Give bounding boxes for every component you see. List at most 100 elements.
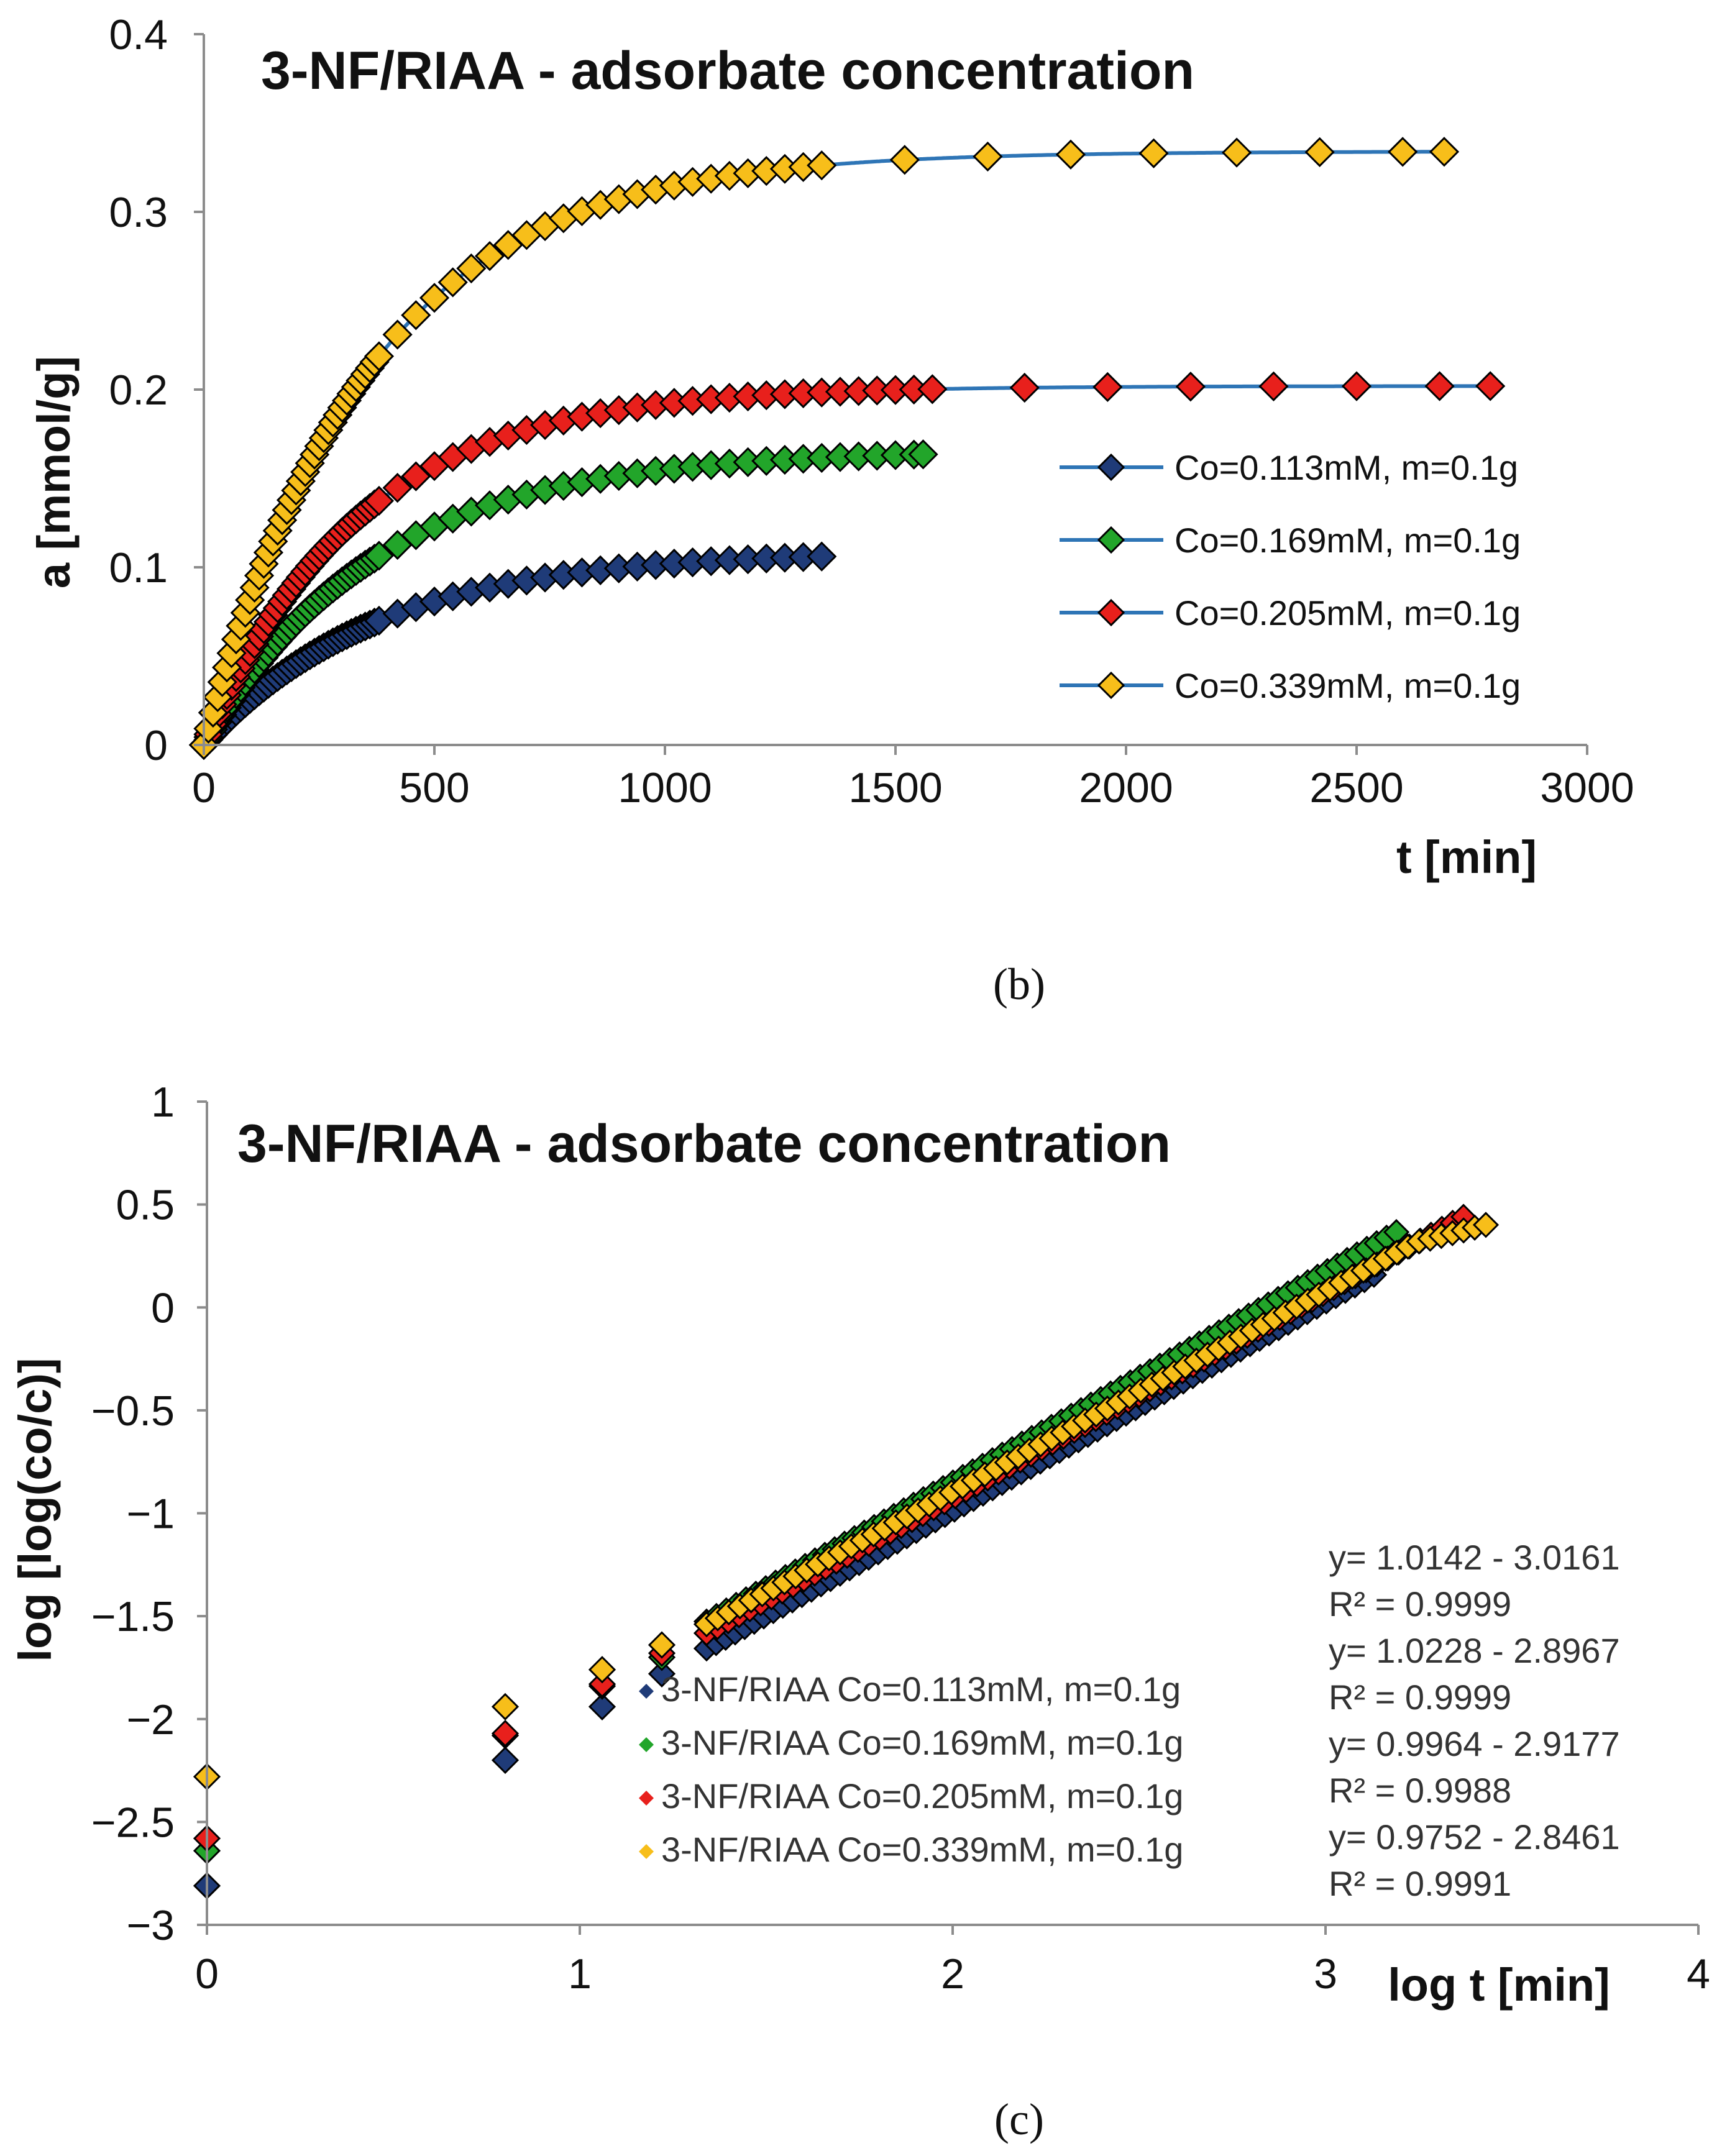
chart-c-legend-marker (639, 1791, 654, 1806)
chart-b-data-point (401, 300, 431, 331)
chart-b-legend-label: Co=0.113mM, m=0.1g (1175, 448, 1518, 487)
chart-c-annotation: y= 1.0228 - 2.8967 (1329, 1631, 1620, 1670)
chart-c-annotation: R² = 0.9999 (1329, 1584, 1511, 1624)
chart-c-y-tick-label: 1 (151, 1079, 175, 1126)
chart-b-data-point (456, 253, 487, 284)
chart-b-x-tick-label: 0 (192, 764, 216, 811)
chart-c-legend-label: 3-NF/RIAA Co=0.339mM, m=0.1g (661, 1830, 1183, 1869)
chart-c-legend: 3-NF/RIAA Co=0.113mM, m=0.1g 3-NF/RIAA Co… (639, 1670, 1183, 1869)
chart-c-x-tick-label: 3 (1314, 1950, 1337, 1998)
chart-b-data-point (1424, 371, 1455, 401)
chart-c-legend-label: 3-NF/RIAA Co=0.169mM, m=0.1g (661, 1723, 1183, 1762)
chart-c-data-point (491, 1746, 520, 1775)
chart-c-x-tick-label: 4 (1687, 1950, 1710, 1998)
chart-c-annotation: R² = 0.9991 (1329, 1864, 1511, 1903)
chart-c-annotation: y= 1.0142 - 3.0161 (1329, 1538, 1620, 1577)
chart-c-data-point (1472, 1212, 1500, 1238)
chart-b-y-tick-label: 0.1 (109, 544, 168, 592)
chart-b-markers (188, 137, 1506, 761)
chart-c-y-tick-label: −2.5 (91, 1799, 175, 1846)
chart-b-legend-marker (1097, 671, 1125, 700)
chart-c-x-tick-label: 1 (568, 1950, 592, 1998)
chart-c-annotation: R² = 0.9988 (1329, 1771, 1511, 1810)
chart-b-legend-label: Co=0.205mM, m=0.1g (1175, 593, 1521, 633)
chart-c-y-tick-label: 0 (151, 1284, 175, 1332)
chart-b-y-tick-label: 0 (144, 722, 168, 769)
chart-c-title: 3-NF/RIAA - adsorbate concentration (237, 1114, 1171, 1174)
chart-c-y-tick-label: −1 (126, 1491, 175, 1538)
chart-c-series-4-points (693, 1212, 1500, 1638)
chart-c-x-tick-label: 2 (941, 1950, 964, 1998)
chart-c-y-tick-label: −1.5 (91, 1593, 175, 1640)
chart-c-caption: (c) (994, 2094, 1044, 2144)
chart-b-legend-marker (1097, 598, 1125, 627)
chart-c-x-tick-label: 0 (195, 1950, 219, 1998)
chart-c: 1 0.5 0 −0.5 −1 −1.5 −2 −2.5 −3 0 1 2 3 4 3-NF/RIAA -… (9, 1079, 1710, 2144)
chart-b-x-tick-label: 1000 (618, 764, 712, 811)
chart-b-y-tick-label: 0.2 (109, 367, 168, 414)
chart-c-y-tick-label: −0.5 (91, 1387, 175, 1435)
chart-b-x-tick-label: 3000 (1540, 764, 1634, 811)
chart-b-caption: (b) (993, 959, 1045, 1009)
chart-b-y-label: a [mmol/g] (28, 356, 80, 588)
chart-b-data-point (474, 240, 505, 272)
chart-b-series-1-points (188, 541, 837, 761)
chart-b-legend-marker (1097, 453, 1125, 482)
chart-b-data-point (807, 541, 837, 572)
chart-b-data-point (419, 283, 450, 313)
chart-c-legend-marker (639, 1684, 654, 1699)
chart-b-data-point (1475, 371, 1506, 401)
chart-c-annotations: y= 1.0142 - 3.0161 R² = 0.9999 y= 1.0228 -… (1329, 1538, 1620, 1903)
chart-c-data-point (648, 1631, 676, 1659)
chart-b-data-point (1009, 372, 1040, 403)
chart-c-annotation: R² = 0.9999 (1329, 1678, 1511, 1717)
chart-b-data-point (1138, 138, 1169, 168)
chart-b-data-point (1221, 137, 1252, 168)
chart-b-legend-label: Co=0.169mM, m=0.1g (1175, 521, 1521, 560)
chart-c-data-point (588, 1670, 616, 1698)
chart-c-annotation: y= 0.9964 - 2.9177 (1329, 1724, 1620, 1763)
chart-b-data-point (1055, 139, 1086, 170)
chart-b-x-tick-label: 2000 (1079, 764, 1173, 811)
chart-b-x-label: t [min] (1396, 831, 1537, 883)
chart-c-legend-label: 3-NF/RIAA Co=0.205mM, m=0.1g (661, 1776, 1183, 1816)
chart-c-x-label: log t [min] (1388, 1959, 1610, 2011)
chart-b-data-point (908, 439, 938, 470)
chart-b-data-point (1429, 137, 1460, 167)
chart-b-data-point (437, 267, 468, 298)
chart-c-y-tick-label: −3 (126, 1902, 175, 1949)
chart-b-series-4-points (188, 137, 1460, 761)
chart-b-ticks: 0 0.1 0.2 0.3 0.4 0 500 1000 1500 2000 2500 3000 (109, 11, 1634, 811)
chart-b-data-point (1341, 371, 1372, 401)
chart-b-data-point (1175, 372, 1206, 402)
chart-b-data-point (1304, 137, 1335, 167)
chart-b-title: 3-NF/RIAA - adsorbate concentration (261, 41, 1194, 101)
chart-c-legend-marker (639, 1844, 654, 1859)
chart-c-y-tick-label: 0.5 (116, 1182, 175, 1229)
chart-b-legend: Co=0.113mM, m=0.1g Co=0.169mM, m=0.1g Co=0… (1060, 448, 1521, 705)
chart-c-data-point (648, 1660, 676, 1688)
chart-b-x-tick-label: 2500 (1309, 764, 1403, 811)
chart-b-x-tick-label: 1500 (848, 764, 942, 811)
chart-b: 0 0.1 0.2 0.3 0.4 0 500 1000 1500 2000 2500 3000 3-… (28, 11, 1634, 1009)
chart-b-legend-marker (1097, 526, 1125, 554)
chart-b-data-point (917, 374, 948, 404)
chart-b-y-tick-label: 0.4 (109, 11, 168, 58)
chart-b-y-tick-label: 0.3 (109, 189, 168, 236)
chart-b-data-point (1258, 371, 1289, 401)
chart-c-markers (193, 1204, 1500, 1900)
chart-b-data-point (193, 713, 224, 744)
chart-b-legend-label: Co=0.339mM, m=0.1g (1175, 666, 1521, 705)
chart-b-data-point (382, 473, 413, 503)
chart-b-data-point (1092, 372, 1123, 403)
chart-c-data-point (588, 1692, 616, 1721)
chart-b-data-point (364, 485, 395, 516)
chart-c-data-point (491, 1692, 520, 1721)
chart-b-data-point (807, 150, 837, 181)
chart-c-y-label: log [log(co/c)] (9, 1358, 61, 1661)
chart-b-data-point (973, 141, 1003, 172)
chart-c-annotation: y= 0.9752 - 2.8461 (1329, 1817, 1620, 1857)
chart-c-data-point (491, 1719, 520, 1748)
chart-c-legend-marker (639, 1737, 654, 1752)
